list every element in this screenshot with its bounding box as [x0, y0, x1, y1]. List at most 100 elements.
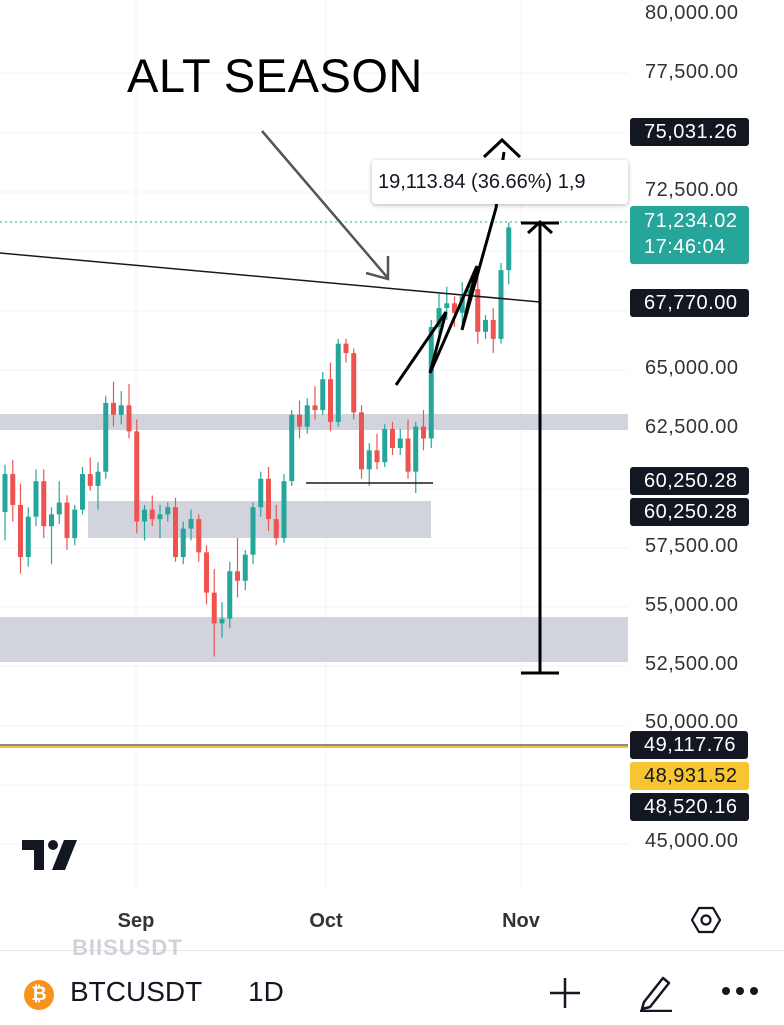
ghost-symbol-text: BIISUSDT	[72, 935, 183, 960]
price-badge-75031: 75,031.26	[630, 118, 750, 146]
candle	[41, 469, 47, 539]
chart-settings-icon[interactable]	[691, 905, 721, 935]
candle	[72, 504, 78, 546]
candle	[328, 362, 333, 432]
y-tick: 77,500.00	[645, 61, 739, 83]
y-tick: 72,500.00	[645, 179, 739, 201]
chart-title: ALT SEASON	[127, 49, 423, 102]
candle	[304, 398, 310, 434]
candle	[134, 419, 140, 534]
price-badge-60250-a: 60,250.28	[630, 467, 750, 495]
candle	[289, 410, 295, 486]
x-tick-oct: Oct	[309, 910, 343, 932]
candle	[25, 507, 31, 567]
candle	[297, 400, 302, 439]
candle	[188, 509, 194, 541]
candle	[18, 483, 23, 574]
candle	[235, 538, 240, 598]
price-badge-60250-b: 60,250.28	[630, 498, 750, 526]
candle	[312, 386, 318, 420]
candle	[320, 372, 326, 415]
candle	[421, 410, 426, 451]
candle	[204, 545, 209, 605]
candle	[250, 502, 256, 565]
trendline	[0, 252, 541, 303]
current-price-badge: 71,234.02 17:46:04	[630, 206, 750, 264]
candle	[382, 424, 388, 467]
candle	[118, 391, 124, 425]
candle	[173, 497, 178, 562]
candle	[397, 429, 403, 456]
price-badge-48931: 48,931.52	[630, 762, 750, 790]
candle	[242, 549, 248, 591]
y-tick: 57,500.00	[645, 535, 739, 557]
candle	[165, 502, 171, 522]
bitcoin-icon: ₿	[24, 980, 54, 1010]
candle	[157, 504, 163, 539]
zone-62500	[0, 414, 628, 430]
candles	[2, 222, 512, 657]
candle	[149, 495, 155, 527]
y-tick: 65,000.00	[645, 357, 739, 379]
candle	[56, 481, 62, 524]
y-tick: 52,500.00	[645, 653, 739, 675]
candle	[475, 270, 481, 344]
price-badge-67770: 67,770.00	[630, 289, 750, 317]
candle	[343, 338, 349, 363]
candle	[366, 443, 372, 486]
candle	[87, 457, 93, 491]
x-tick-sep: Sep	[117, 910, 155, 932]
zigzag-projection	[394, 151, 506, 386]
candle	[390, 421, 395, 456]
y-tick: 45,000.00	[645, 830, 739, 852]
candle	[273, 504, 279, 546]
candle	[281, 474, 287, 543]
candle	[428, 319, 434, 448]
measure-tooltip: 19,113.84 (36.66%) 1,9	[372, 160, 628, 204]
candle	[506, 222, 512, 285]
candle	[452, 296, 457, 328]
y-tick: 62,500.00	[645, 416, 739, 438]
y-tick: 50,000.00	[645, 711, 739, 733]
grid-horizontal	[0, 72, 628, 845]
candle	[103, 395, 109, 479]
candle	[2, 464, 8, 541]
candle	[10, 459, 16, 522]
candle	[219, 602, 225, 638]
candle	[483, 315, 488, 339]
candle	[33, 469, 39, 527]
symbol-button[interactable]: BTCUSDT	[70, 976, 203, 1007]
x-tick-nov: Nov	[502, 910, 540, 932]
candle	[351, 348, 357, 420]
candle	[196, 514, 202, 562]
candle	[126, 383, 132, 439]
bar-countdown: 17:46:04	[644, 236, 726, 258]
candle	[374, 433, 380, 470]
candle	[64, 495, 70, 550]
zone-53500	[0, 617, 628, 662]
candle	[266, 466, 271, 531]
candle	[258, 471, 264, 517]
candle	[459, 281, 465, 325]
candle	[413, 421, 419, 494]
candle	[436, 293, 442, 337]
candle	[95, 462, 101, 510]
candle	[359, 405, 364, 479]
y-tick: 80,000.00	[645, 2, 739, 24]
candle	[80, 466, 85, 515]
y-tick: 55,000.00	[645, 594, 739, 616]
bottom-toolbar	[0, 950, 784, 1025]
interval-button[interactable]: 1D	[248, 976, 284, 1007]
candle	[498, 263, 504, 344]
add-indicator-icon[interactable]	[547, 975, 583, 1011]
candle	[111, 381, 116, 427]
candle	[227, 561, 233, 629]
candle	[180, 521, 186, 565]
candle	[49, 507, 54, 565]
candle	[405, 419, 411, 479]
price-badge-48520: 48,520.16	[630, 793, 750, 821]
projection-arrowhead	[482, 137, 522, 159]
more-options-icon[interactable]	[720, 985, 760, 997]
drawing-tools-icon[interactable]	[636, 972, 676, 1012]
